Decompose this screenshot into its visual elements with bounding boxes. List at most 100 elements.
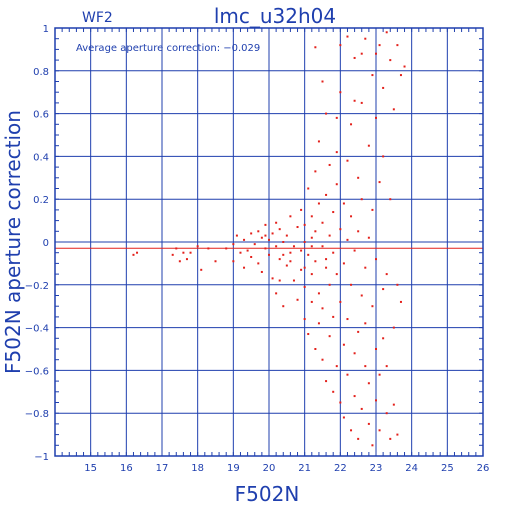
data-point: [317, 140, 320, 143]
data-point: [196, 245, 199, 248]
data-point: [303, 266, 306, 269]
data-point: [314, 46, 317, 49]
data-point: [317, 322, 320, 325]
data-point: [325, 266, 328, 269]
data-point: [364, 37, 367, 40]
data-point: [371, 74, 374, 77]
data-point: [360, 198, 363, 201]
data-point: [225, 247, 228, 250]
data-point: [300, 208, 303, 211]
y-tick-label: 0.8: [33, 67, 49, 78]
data-point: [335, 273, 338, 276]
x-tick-label: 25: [441, 463, 454, 474]
x-tick-label: 23: [370, 463, 383, 474]
data-points: [132, 31, 406, 447]
data-point: [292, 245, 295, 248]
data-point: [310, 215, 313, 218]
data-point: [278, 258, 281, 261]
data-point: [314, 348, 317, 350]
data-point: [335, 183, 338, 186]
data-point: [346, 159, 349, 162]
data-point: [185, 258, 188, 261]
data-point: [378, 181, 381, 184]
data-point: [346, 318, 349, 321]
data-point: [296, 298, 299, 301]
data-point: [321, 307, 324, 310]
data-point: [357, 437, 360, 440]
y-axis-label: F502N aperture correction: [1, 110, 25, 374]
data-point: [367, 422, 370, 425]
data-point: [332, 251, 335, 254]
data-point: [310, 236, 313, 239]
data-point: [325, 258, 328, 261]
data-point: [342, 416, 345, 419]
y-tick-label: 1: [43, 24, 49, 35]
data-point: [364, 266, 367, 269]
data-point: [321, 245, 324, 248]
y-tick-label: −1: [34, 452, 49, 463]
data-point: [307, 253, 310, 256]
data-point: [275, 292, 278, 295]
data-point: [339, 300, 342, 303]
data-point: [382, 155, 385, 158]
y-tick-label: 0.4: [33, 152, 49, 163]
average-correction-annotation: Average aperture correction: −0.029: [76, 43, 260, 54]
data-point: [243, 238, 246, 241]
data-point: [328, 283, 331, 286]
data-point: [335, 116, 338, 119]
data-point: [246, 249, 249, 252]
data-point: [403, 65, 406, 68]
x-tick-label: 16: [120, 463, 133, 474]
data-point: [332, 390, 335, 393]
data-point: [353, 56, 356, 59]
y-tick-label: 0: [43, 238, 49, 249]
data-point: [339, 44, 342, 47]
data-point: [289, 215, 292, 218]
data-point: [325, 380, 328, 383]
data-point: [328, 234, 331, 237]
data-point: [314, 230, 317, 233]
data-point: [207, 247, 210, 250]
data-point: [364, 365, 367, 368]
data-point: [332, 315, 335, 318]
data-point: [342, 262, 345, 265]
data-point: [382, 337, 385, 340]
data-point: [257, 230, 260, 233]
data-point: [136, 251, 139, 254]
data-point: [260, 270, 263, 273]
data-point: [399, 300, 402, 303]
x-tick-label: 26: [477, 463, 490, 474]
data-point: [285, 264, 288, 267]
data-point: [250, 232, 253, 235]
data-point: [260, 236, 263, 239]
plot-frame: [54, 27, 484, 457]
data-point: [360, 52, 363, 55]
data-point: [307, 333, 310, 336]
x-tick-label: 22: [334, 463, 347, 474]
data-point: [271, 232, 274, 235]
data-point: [264, 247, 267, 250]
data-point: [303, 285, 306, 288]
x-tick-label: 21: [298, 463, 311, 474]
chart-title: lmc_u32h04: [214, 4, 336, 28]
data-point: [239, 251, 242, 254]
data-point: [385, 31, 388, 34]
data-point: [268, 253, 270, 256]
data-point: [342, 343, 345, 346]
data-point: [182, 251, 185, 254]
data-point: [268, 238, 270, 241]
x-tick-label: 24: [405, 463, 418, 474]
data-point: [303, 223, 306, 226]
data-point: [367, 144, 370, 147]
data-point: [317, 292, 320, 295]
data-point: [357, 230, 360, 233]
x-axis-ticks: 15 16 17 18 19 20 21 22 23 24 25 26: [84, 463, 489, 474]
data-point: [353, 99, 356, 102]
data-point: [332, 211, 335, 214]
data-point: [275, 221, 278, 224]
data-point: [292, 279, 295, 282]
data-point: [360, 101, 363, 104]
data-point: [342, 202, 345, 205]
data-point: [389, 437, 392, 440]
